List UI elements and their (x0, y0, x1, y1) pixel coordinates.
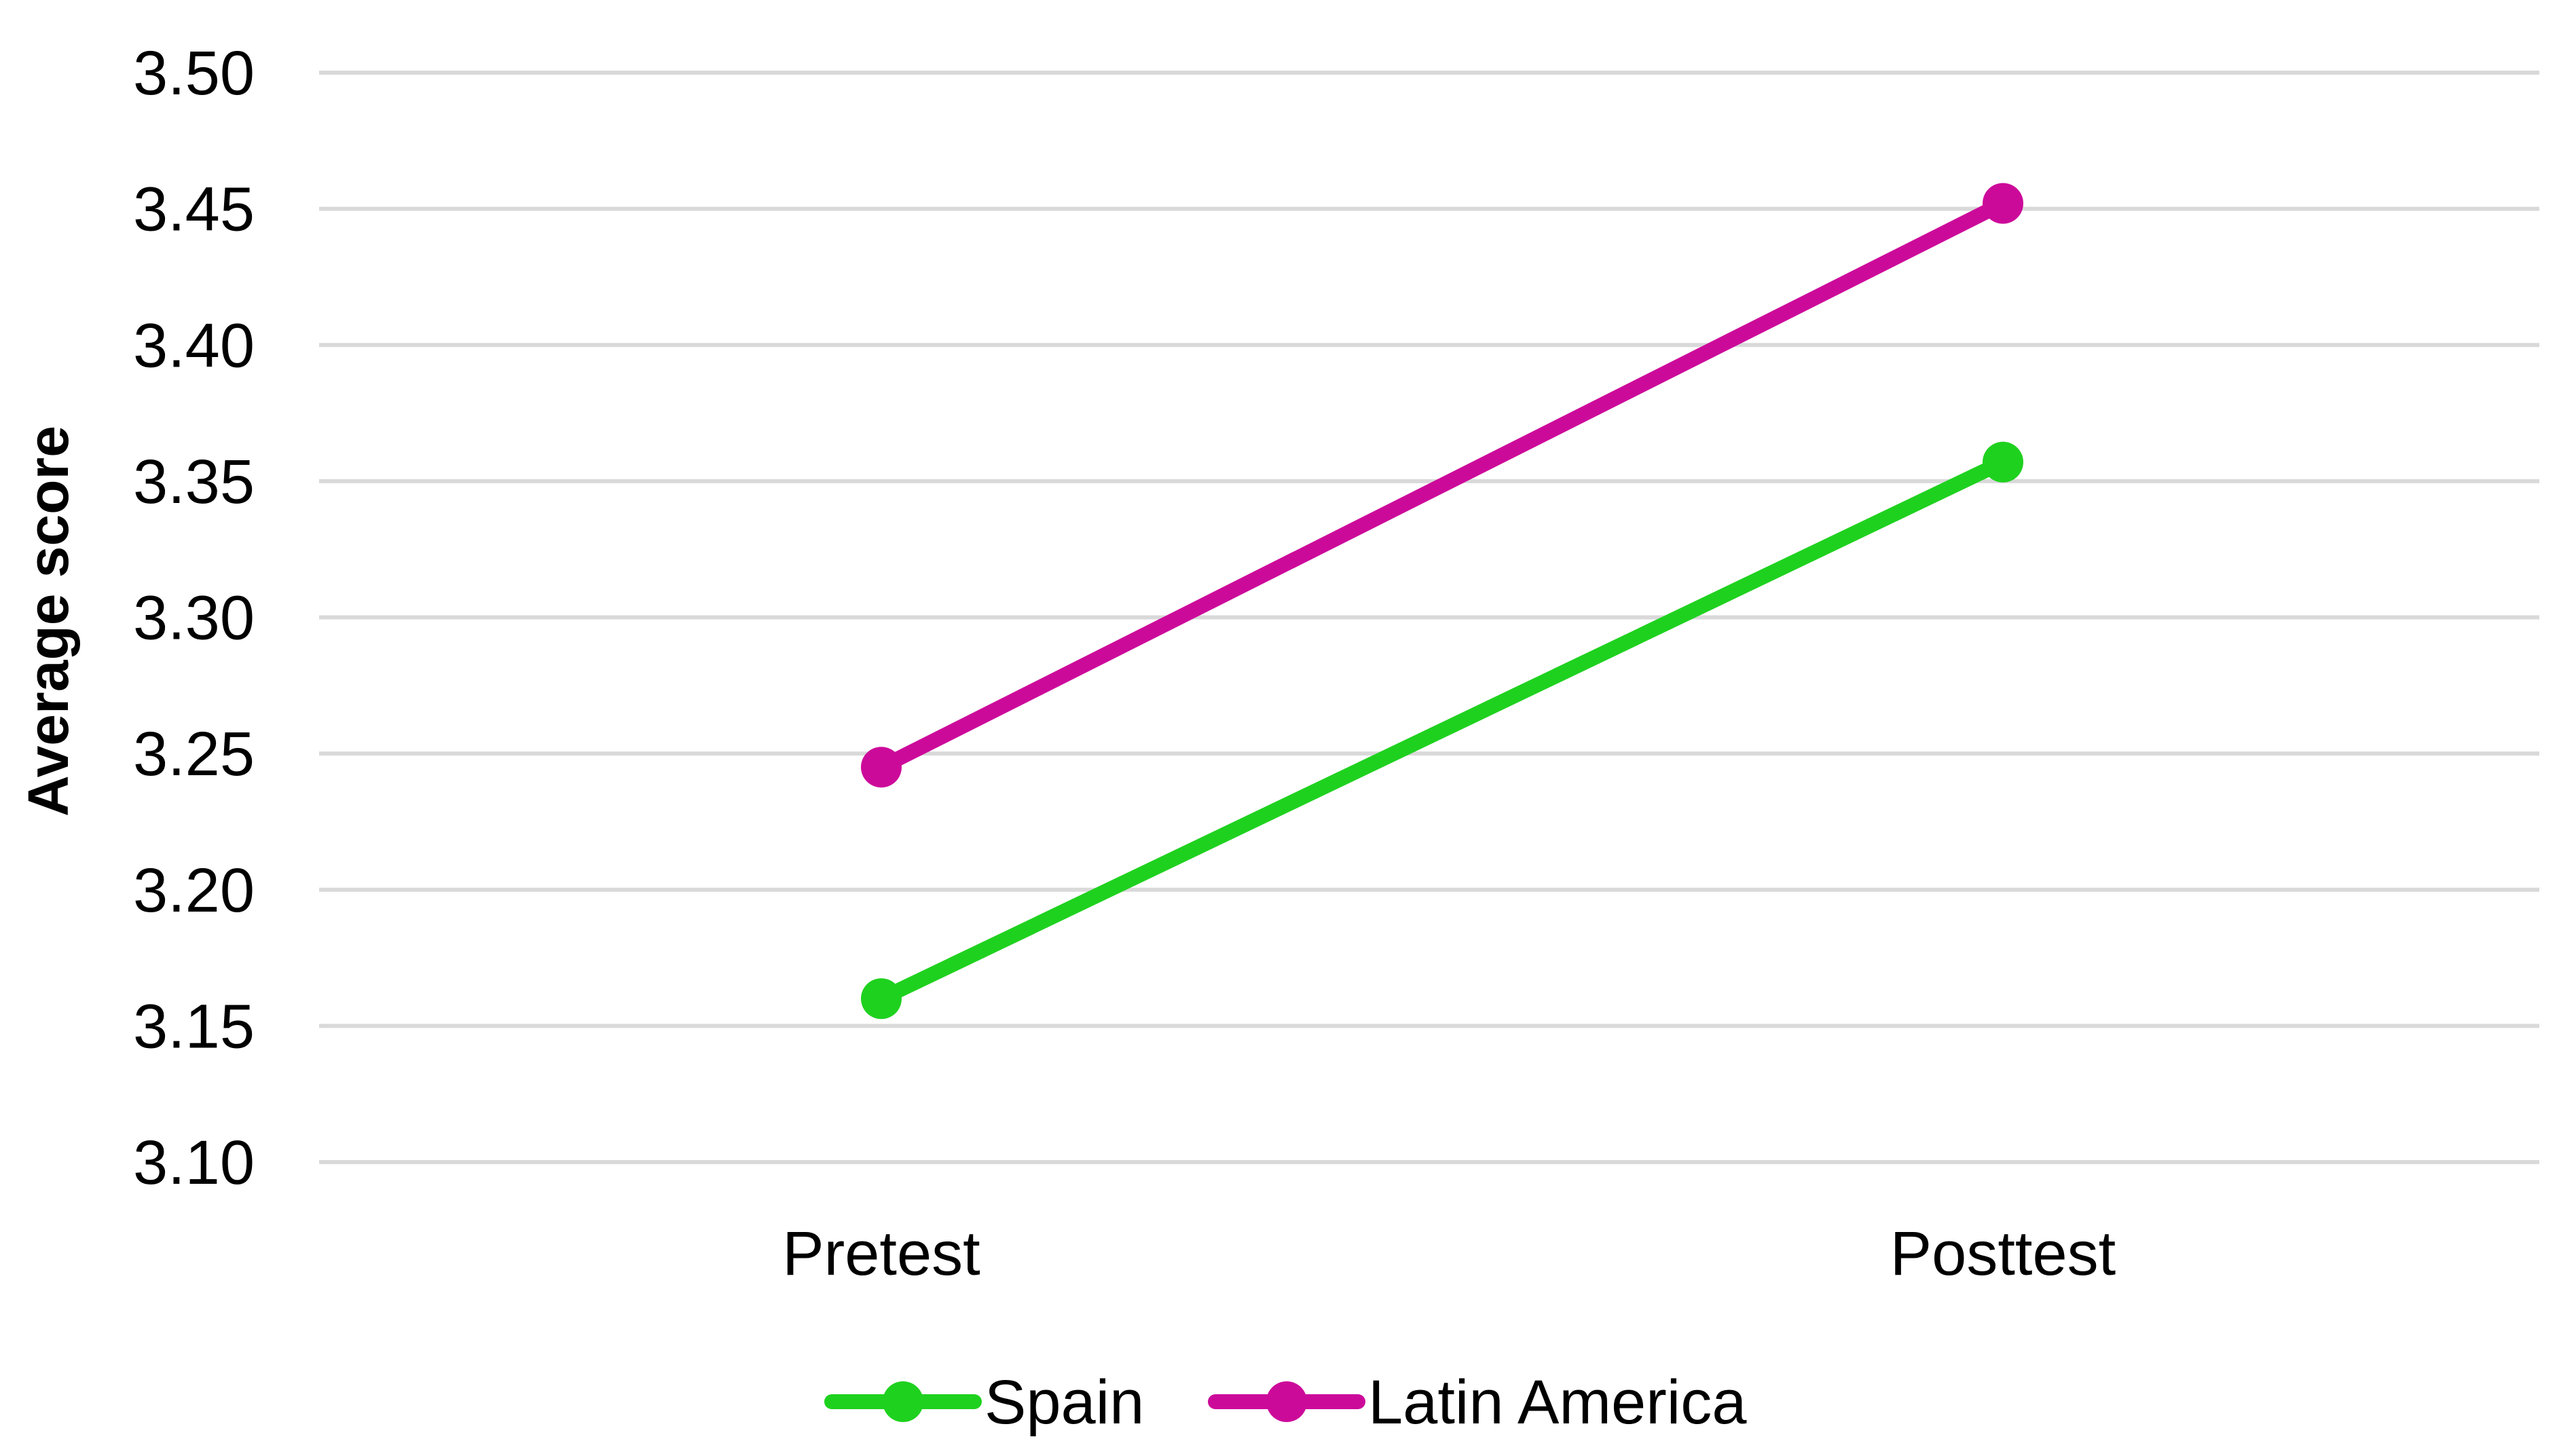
gridlines (319, 71, 2539, 1164)
data-point (1983, 183, 2023, 224)
series-line (874, 454, 2010, 1007)
y-tick-label: 3.25 (133, 720, 255, 789)
y-axis-label: Average score (16, 426, 80, 817)
y-tick-label: 3.45 (133, 175, 255, 244)
series-0 (861, 441, 2023, 1020)
data-point (1983, 441, 2023, 483)
x-tick-label: Posttest (1890, 1219, 2116, 1288)
series-lines (861, 183, 2023, 1020)
legend: Spain Latin America (824, 1368, 1747, 1437)
legend-label: Spain (985, 1368, 1144, 1437)
x-tick-label: Pretest (782, 1219, 980, 1288)
y-tick-label: 3.15 (133, 992, 255, 1061)
series-line (874, 195, 2010, 775)
y-tick-label: 3.35 (133, 447, 255, 517)
legend-item: Latin America (1208, 1368, 1747, 1437)
y-tick-label: 3.40 (133, 311, 255, 380)
data-point (861, 747, 902, 788)
legend-label: Latin America (1368, 1368, 1747, 1437)
legend-marker (883, 1381, 923, 1422)
series-1 (861, 183, 2023, 788)
y-tick-label: 3.10 (133, 1128, 255, 1197)
y-tick-label: 3.20 (133, 856, 255, 925)
y-axis-ticks: 3.10 3.15 3.20 3.25 3.30 3.35 3.40 3.45 3.50 (133, 39, 255, 1197)
data-point (861, 978, 902, 1020)
legend-item: Spain (824, 1368, 1144, 1437)
y-tick-label: 3.30 (133, 584, 255, 653)
y-tick-label: 3.50 (133, 39, 255, 108)
x-axis-ticks: Pretest Posttest (782, 1219, 2116, 1288)
legend-marker (1266, 1381, 1307, 1422)
